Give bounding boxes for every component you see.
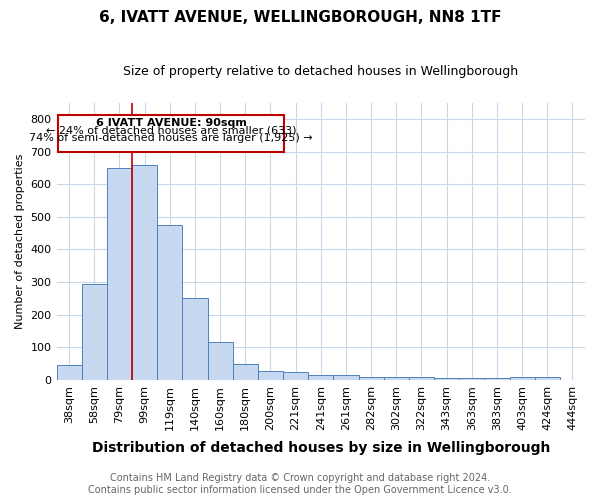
Bar	[182, 298, 208, 380]
Bar	[132, 164, 157, 380]
X-axis label: Distribution of detached houses by size in Wellingborough: Distribution of detached houses by size …	[92, 441, 550, 455]
Bar	[434, 378, 459, 380]
Bar	[82, 284, 107, 380]
Bar	[383, 378, 409, 380]
Text: Contains HM Land Registry data © Crown copyright and database right 2024.
Contai: Contains HM Land Registry data © Crown c…	[88, 474, 512, 495]
Bar	[283, 372, 308, 380]
Bar	[233, 364, 258, 380]
Bar	[308, 375, 334, 380]
Text: 74% of semi-detached houses are larger (1,925) →: 74% of semi-detached houses are larger (…	[29, 134, 313, 143]
Bar	[157, 225, 182, 380]
Text: ← 24% of detached houses are smaller (633): ← 24% of detached houses are smaller (63…	[46, 126, 296, 136]
Text: 6 IVATT AVENUE: 90sqm: 6 IVATT AVENUE: 90sqm	[95, 118, 247, 128]
Bar	[56, 364, 82, 380]
Bar	[409, 378, 434, 380]
Bar	[258, 371, 283, 380]
Bar	[484, 378, 509, 380]
Bar	[58, 115, 284, 152]
Text: 6, IVATT AVENUE, WELLINGBOROUGH, NN8 1TF: 6, IVATT AVENUE, WELLINGBOROUGH, NN8 1TF	[99, 10, 501, 25]
Bar	[334, 375, 359, 380]
Bar	[208, 342, 233, 380]
Bar	[107, 168, 132, 380]
Title: Size of property relative to detached houses in Wellingborough: Size of property relative to detached ho…	[123, 65, 518, 78]
Y-axis label: Number of detached properties: Number of detached properties	[15, 154, 25, 329]
Bar	[535, 378, 560, 380]
Bar	[459, 378, 484, 380]
Bar	[359, 378, 383, 380]
Bar	[509, 378, 535, 380]
